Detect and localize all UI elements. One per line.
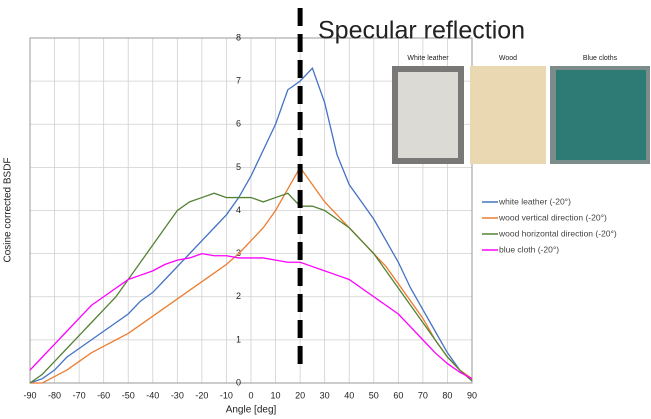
series-line <box>29 66 473 384</box>
x-tick-label: 30 <box>320 390 330 400</box>
photo-cloth <box>556 70 646 160</box>
series-line <box>29 192 473 384</box>
annotation: Specular reflection <box>318 17 525 45</box>
photo-leather-surface <box>398 72 458 158</box>
series-line <box>29 252 473 380</box>
x-tick-label: -60 <box>97 390 110 400</box>
x-tick-label: -40 <box>146 390 159 400</box>
legend-label: wood horizontal direction (-20°) <box>498 228 617 238</box>
x-tick-label: 70 <box>418 390 428 400</box>
x-tick-label: 40 <box>344 390 354 400</box>
x-tick-label: 60 <box>393 390 403 400</box>
x-axis-label: Angle [deg] <box>226 405 277 416</box>
legend-label: wood vertical direction (-20°) <box>498 212 607 222</box>
x-tick-label: 20 <box>295 390 305 400</box>
y-tick-label: 5 <box>236 162 241 172</box>
y-tick-label: 7 <box>236 76 241 86</box>
plot-frame <box>29 37 473 384</box>
y-tick-label: 0 <box>236 377 241 387</box>
photos <box>392 66 650 164</box>
y-tick-label: 6 <box>236 119 241 129</box>
legend-label: blue cloth (-20°) <box>499 244 559 254</box>
x-tick-label: -70 <box>73 390 86 400</box>
x-tick-label: 10 <box>271 390 281 400</box>
x-tick-label: -20 <box>195 390 208 400</box>
legend-label: white leather (-20°) <box>498 196 571 206</box>
x-tick-label: 90 <box>467 390 477 400</box>
x-tick-label: -50 <box>122 390 135 400</box>
photo-wood <box>470 66 546 164</box>
y-tick-label: 2 <box>236 291 241 301</box>
y-tick-label: 8 <box>236 32 241 42</box>
image-label: Blue cloths <box>583 55 618 62</box>
x-tick-label: 80 <box>442 390 452 400</box>
x-tick-label: 0 <box>248 390 253 400</box>
y-tick-label: 1 <box>236 334 241 344</box>
x-tick-label: -30 <box>171 390 184 400</box>
series-line <box>30 166 473 384</box>
x-tick-label: -80 <box>48 390 61 400</box>
y-axis-label: Cosine corrected BSDF <box>3 157 14 262</box>
x-tick-label: -90 <box>23 390 36 400</box>
x-tick-label: 50 <box>369 390 379 400</box>
image-label: White leather <box>407 55 449 62</box>
image-label: Wood <box>499 55 517 62</box>
x-tick-label: -10 <box>220 390 233 400</box>
y-tick-label: 4 <box>236 205 241 215</box>
